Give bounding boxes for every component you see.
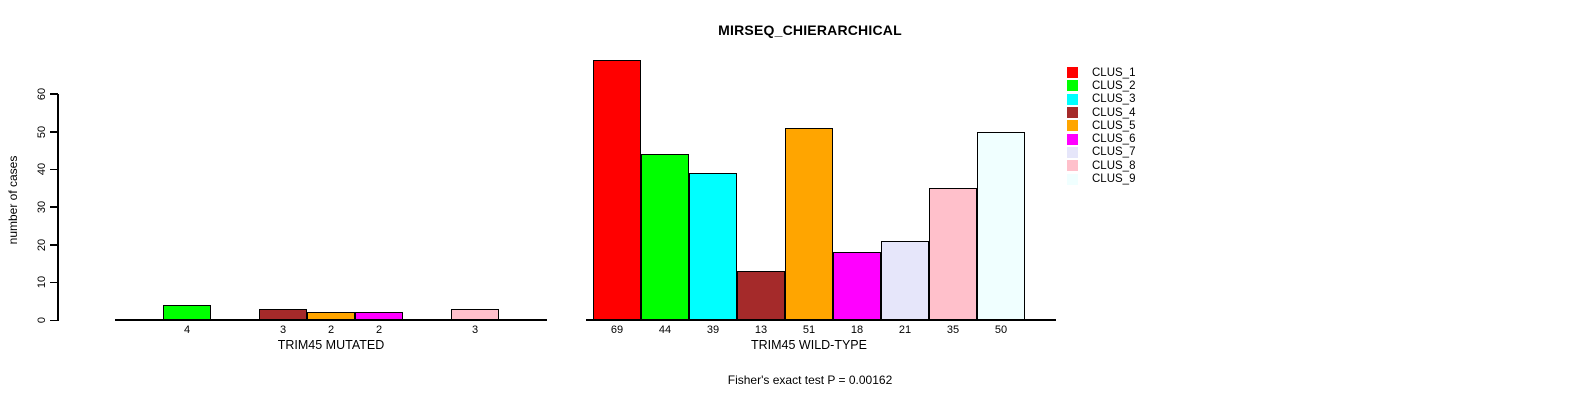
bar-value-label: 39 (706, 324, 720, 336)
bar-value-label: 44 (658, 324, 672, 336)
bar-clus_5 (785, 127, 833, 320)
legend-label: CLUS_7 (1092, 146, 1136, 159)
legend-label: CLUS_2 (1092, 79, 1136, 92)
bar-clus_4 (737, 270, 785, 320)
legend-item: CLUS_1 (1067, 66, 1135, 79)
legend-swatch-clus_9 (1067, 173, 1078, 185)
legend-item: CLUS_6 (1067, 132, 1135, 145)
bar-clus_9 (977, 131, 1025, 320)
legend-label: CLUS_1 (1092, 66, 1136, 79)
legend-swatch-clus_6 (1067, 133, 1078, 145)
bar-clus_6 (833, 252, 881, 320)
bar-clus_2 (641, 154, 689, 320)
bar-value-label: 51 (802, 324, 816, 336)
y-tick-label: 60 (36, 87, 48, 100)
bar-value-label: 3 (279, 324, 287, 336)
y-axis-label: number of cases (6, 155, 20, 245)
x-axis-label-mutated: TRIM45 MUTATED (277, 338, 385, 352)
y-tick (50, 319, 58, 321)
legend-item: CLUS_7 (1067, 146, 1135, 159)
legend-label: CLUS_6 (1092, 133, 1136, 146)
x-axis-line (115, 319, 547, 321)
y-tick (50, 206, 58, 208)
bar-value-label: 18 (850, 324, 864, 336)
bar-value-label: 13 (754, 324, 768, 336)
legend-item: CLUS_2 (1067, 79, 1135, 92)
y-tick (50, 244, 58, 246)
legend-swatch-clus_7 (1067, 146, 1078, 158)
bar-value-label: 21 (898, 324, 912, 336)
y-tick-label: 10 (36, 276, 48, 289)
legend-swatch-clus_3 (1067, 93, 1078, 105)
y-tick-label: 50 (36, 125, 48, 138)
bar-value-label: 50 (994, 324, 1008, 336)
bar-clus_7 (881, 240, 929, 320)
legend-label: CLUS_8 (1092, 159, 1136, 172)
bar-clus_2 (163, 304, 211, 320)
y-tick (50, 168, 58, 171)
legend-item: CLUS_4 (1067, 106, 1135, 119)
y-tick (50, 131, 58, 133)
legend-label: CLUS_5 (1092, 119, 1136, 132)
legend-item: CLUS_3 (1067, 93, 1135, 106)
legend-label: CLUS_9 (1092, 173, 1136, 186)
legend-swatch-clus_8 (1067, 160, 1078, 172)
legend-item: CLUS_5 (1067, 119, 1135, 132)
y-tick (50, 281, 58, 284)
x-axis-line (586, 319, 1056, 321)
annotation-fisher-test: Fisher's exact test P = 0.00162 (727, 373, 893, 387)
bar-value-label: 2 (327, 324, 335, 336)
bar-clus_1 (593, 59, 641, 320)
bar-clus_5 (307, 312, 355, 320)
legend-item: CLUS_8 (1067, 159, 1135, 172)
x-axis-label-wildtype: TRIM45 WILD-TYPE (751, 338, 867, 352)
legend-item: CLUS_9 (1067, 172, 1135, 185)
legend-swatch-clus_1 (1067, 67, 1078, 79)
bar-clus_4 (259, 308, 307, 320)
y-tick-label: 20 (36, 238, 48, 251)
bar-clus_8 (929, 188, 977, 320)
legend-swatch-clus_4 (1067, 107, 1078, 119)
bar-clus_6 (355, 312, 403, 320)
y-tick (50, 93, 58, 95)
bar-value-label: 4 (183, 324, 191, 336)
legend-label: CLUS_3 (1092, 93, 1136, 106)
legend-swatch-clus_2 (1067, 80, 1078, 92)
y-tick-label: 30 (36, 200, 48, 214)
bar-value-label: 35 (946, 324, 960, 336)
legend-label: CLUS_4 (1092, 106, 1136, 119)
bar-value-label: 2 (375, 324, 383, 336)
bar-clus_3 (689, 172, 737, 320)
y-tick-label: 40 (36, 163, 48, 176)
chart-title: MIRSEQ_CHIERARCHICAL (718, 22, 902, 38)
bar-value-label: 69 (610, 324, 624, 336)
bar-value-label: 3 (471, 324, 479, 336)
bar-clus_8 (451, 308, 499, 320)
y-tick-label: 0 (36, 316, 48, 324)
legend: CLUS_1 CLUS_2 CLUS_3 CLUS_4 CLUS_5 CLUS_6 CLUS… (1067, 66, 1135, 186)
legend-swatch-clus_5 (1067, 120, 1078, 132)
